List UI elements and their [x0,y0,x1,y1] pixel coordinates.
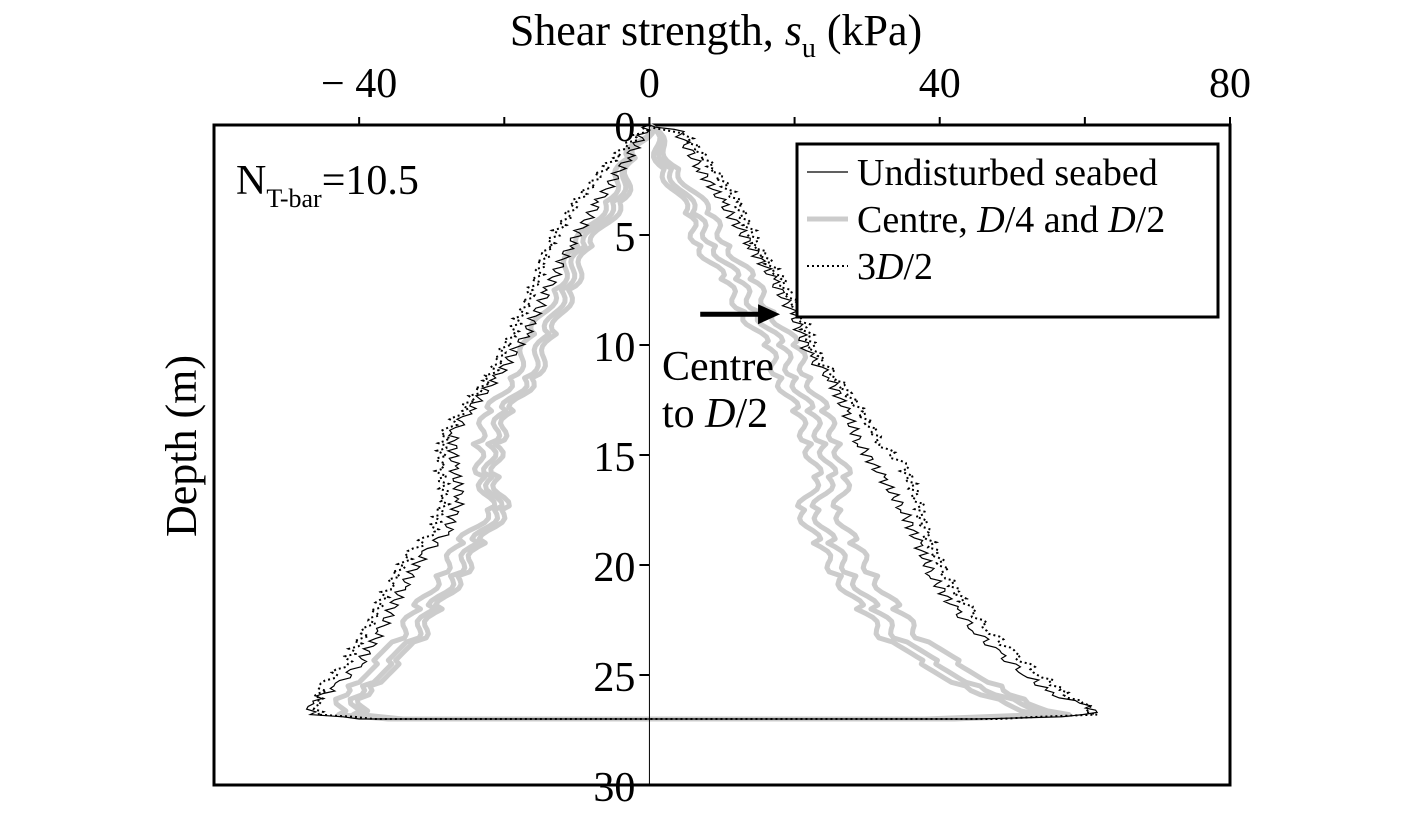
arrow-label-line2-part-1: D [704,391,735,437]
y-tick-label: 25 [593,655,635,701]
y-tick-label: 30 [593,765,635,811]
legend-label-2-part-0: 3 [857,246,876,288]
series-centre-branch-2 [647,123,1043,722]
legend-label-0: Undisturbed seabed [857,152,1158,194]
legend-label-1-part-3: D [1107,199,1135,241]
x-tick-label: 0 [639,61,660,107]
legend-label-1-part-4: /2 [1136,199,1166,241]
legend-box [795,142,1220,319]
x-tick-label: − 40 [321,61,397,107]
series-centre-branch-4 [333,123,654,722]
legend-label-1-part-2: /4 and [1005,199,1108,241]
legend-label-2-part-2: /2 [903,246,933,288]
ntbar-sub: T-bar [266,184,322,213]
ntbar-annotation: NT-bar=10.5 [236,158,419,213]
y-axis-title: Depth (m) [157,355,206,537]
y-tick-label: 0 [614,105,635,151]
ntbar-rest: =10.5 [322,158,419,204]
legend-label-2: 3D/2 [857,246,933,288]
arrow-label-line2: to D/2 [662,391,768,437]
series-centre-branch-5 [354,123,655,722]
x-axis-title-prefix: Shear strength, [510,6,785,55]
plot-frame [212,123,1232,787]
legend-label-1-part-0: Centre, [857,199,977,241]
series-centre-branch-3 [347,123,655,722]
arrow-label-line2-part-0: to [662,391,705,437]
x-tick-label: 40 [919,61,961,107]
series-centre-branch-0 [647,122,1057,722]
legend-label-0-part-0: Undisturbed seabed [857,152,1158,194]
arrow-label-line1: Centre [662,344,774,390]
arrow-label-line2-part-2: /2 [736,391,769,437]
x-tick-label: 80 [1209,61,1251,107]
series-3d2-branch-1 [311,124,650,720]
y-tick-label: 15 [593,435,635,481]
y-tick-label: 10 [593,325,635,371]
y-tick-label: 5 [614,215,635,261]
series-centre-branch-1 [648,122,1072,722]
series-3d2-branch-0 [648,124,1098,720]
legend-label-1: Centre, D/4 and D/2 [857,199,1165,241]
arrow-head [758,304,781,325]
series-undisturbed-branch-1 [305,124,652,720]
x-axis-title: Shear strength, su (kPa) [510,6,922,64]
series-undisturbed-branch-0 [649,124,1099,720]
series-layer [305,122,1099,722]
x-axis-title-sub: u [802,33,816,64]
axis-layer: − 40 0 40 80 0 5 10 15 20 25 30 [321,61,1251,811]
x-axis-title-symbol: s [785,6,802,55]
legend-label-1-part-1: D [976,199,1004,241]
legend-label-2-part-1: D [875,246,903,288]
x-axis-title-suffix: (kPa) [816,6,922,55]
ntbar-main: N [236,158,266,204]
y-tick-label: 20 [593,545,635,591]
